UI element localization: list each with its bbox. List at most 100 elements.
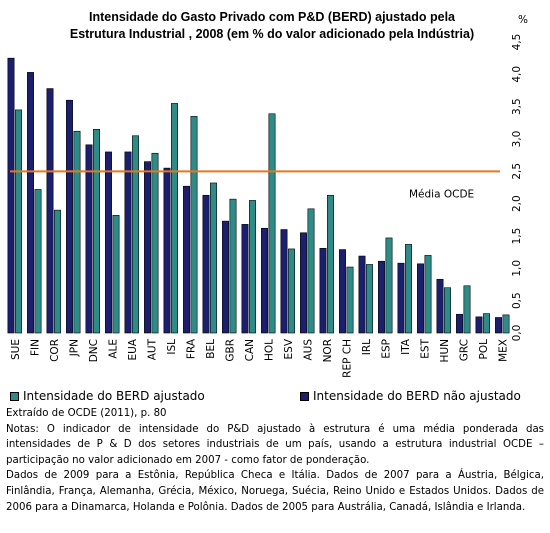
x-tick-label-hol: HOL (263, 339, 275, 361)
x-tick-label-esv: ESV (283, 338, 295, 359)
legend-label-adjusted: Intensidade do BERD ajustado (23, 389, 205, 403)
bar-unadjusted-fra (183, 185, 190, 334)
reference-line-group: Média OCDE (10, 170, 500, 200)
bar-unadjusted-hun (436, 279, 444, 334)
bar-adjusted-irl (366, 264, 373, 334)
bar-adjusted-esp (385, 237, 393, 334)
bar-unadjusted-irl (358, 255, 366, 334)
legend-item-adjusted: Intensidade do BERD ajustado (10, 389, 205, 403)
x-tick-label-sue: SUE (10, 339, 22, 360)
bar-adjusted-aus (307, 208, 315, 334)
bar-unadjusted-bel (202, 194, 210, 334)
x-tick-label-esp: ESP (380, 339, 392, 359)
bar-unadjusted-dnc (85, 144, 93, 334)
bar-unadjusted-jpn (66, 99, 73, 334)
bar-unadjusted-pol (475, 316, 483, 334)
bar-adjusted-can (249, 200, 256, 334)
source-note: Extraído de OCDE (2011), p. 80 (6, 408, 167, 419)
bar-adjusted-pol (483, 313, 490, 334)
bars-group (7, 57, 510, 334)
bar-adjusted-rep-ch (346, 266, 354, 334)
x-tick-label-irl: IRL (361, 339, 373, 355)
y-tick-label: 0,0 (511, 325, 523, 342)
x-tick-label-can: CAN (244, 339, 256, 361)
legend-label-unadjusted: Intensidade do BERD não ajustado (313, 389, 521, 403)
x-tick-label-aut: AUT (146, 338, 158, 360)
bar-adjusted-fin (34, 189, 42, 334)
bar-adjusted-mex (502, 314, 510, 334)
x-tick-label-grc: GRC (458, 339, 470, 361)
bar-unadjusted-gbr (222, 220, 229, 334)
x-tick-label-bel: BEL (205, 339, 217, 359)
bar-unadjusted-fin (27, 72, 34, 334)
y-tick-label: 1,0 (511, 260, 523, 277)
bar-unadjusted-aus (300, 232, 307, 334)
bar-unadjusted-cor (46, 88, 54, 334)
x-tick-label-aus: AUS (302, 339, 314, 361)
x-tick-label-jpn: JPN (68, 339, 80, 357)
note-paragraph-2: Dados de 2009 para a Estônia, República … (6, 470, 544, 513)
chart-title-line-2: Estrutura Industrial , 2008 (em % do val… (70, 27, 474, 41)
bar-adjusted-aut (151, 152, 159, 334)
y-tick-label: 1,5 (511, 228, 523, 245)
note-paragraph-1: Notas: O indicador de intensidade do P&D… (6, 423, 544, 466)
bar-adjusted-ita (405, 244, 412, 334)
y-tick-label: 3,5 (511, 98, 523, 115)
bar-unadjusted-isl (163, 167, 171, 334)
bar-adjusted-nor (327, 194, 334, 334)
bar-adjusted-fra (190, 116, 198, 334)
bar-adjusted-dnc (93, 129, 100, 334)
x-tick-label-pol: POL (478, 339, 490, 360)
bar-unadjusted-mex (495, 317, 502, 334)
x-tick-label-isl: ISL (166, 339, 178, 355)
bar-unadjusted-ale (105, 151, 112, 334)
x-tick-label-eua: EUA (127, 338, 139, 360)
legend-item-unadjusted: Intensidade do BERD não ajustado (300, 389, 521, 403)
chart-title-line-1: Intensidade do Gasto Privado com P&D (BE… (89, 10, 456, 24)
y-tick-label: 2,5 (511, 163, 523, 180)
x-tick-labels: SUE FIN COR JPN DNC ALE EUA AUT ISL FRA BEL GBR CAN H… (10, 338, 510, 378)
y-tick-label: 4,0 (511, 66, 523, 83)
bar-unadjusted-est (417, 263, 424, 334)
x-tick-label-est: EST (419, 338, 431, 358)
x-tick-label-fin: FIN (29, 339, 41, 356)
bar-adjusted-cor (54, 209, 61, 334)
bar-adjusted-esv (288, 248, 295, 334)
bar-adjusted-hol (268, 113, 276, 334)
y-tick-label: 4,5 (511, 34, 523, 51)
y-tick-label: 3,0 (511, 131, 523, 148)
y-tick-label: 0,5 (511, 292, 523, 309)
bar-unadjusted-nor (319, 247, 327, 334)
x-tick-label-ita: ITA (400, 338, 412, 355)
x-tick-label-mex: MEX (497, 339, 509, 362)
bar-adjusted-bel (210, 182, 217, 334)
x-tick-label-gbr: GBR (224, 339, 236, 362)
x-tick-label-dnc: DNC (88, 339, 100, 362)
bar-adjusted-ale (112, 215, 120, 334)
legend-swatch-unadjusted (300, 391, 309, 401)
x-tick-label-fra: FRA (185, 338, 197, 359)
bar-unadjusted-aut (144, 161, 151, 334)
notes-block: Extraído de OCDE (2011), p. 80 Notas: O … (6, 406, 544, 515)
bar-unadjusted-sue (7, 57, 15, 334)
bar-adjusted-sue (15, 109, 22, 334)
bar-unadjusted-hol (261, 227, 268, 334)
y-axis: 0,0 0,5 1,0 1,5 2,0 2,5 3,0 3,5 4,0 4,5 (511, 34, 523, 342)
bar-adjusted-hun (444, 287, 451, 334)
bar-adjusted-jpn (73, 130, 81, 334)
x-tick-label-rep-ch: REP CH (341, 339, 353, 378)
y-axis-unit: % (518, 14, 528, 26)
x-tick-label-nor: NOR (322, 339, 334, 362)
bar-unadjusted-rep-ch (339, 249, 346, 334)
bar-adjusted-isl (171, 103, 178, 334)
bar-unadjusted-esv (280, 229, 288, 334)
bar-unadjusted-eua (124, 151, 132, 334)
x-tick-label-cor: COR (49, 339, 61, 362)
x-tick-label-ale: ALE (107, 339, 119, 359)
legend-swatch-adjusted (10, 391, 19, 401)
bar-adjusted-gbr (229, 198, 237, 334)
bar-unadjusted-esp (378, 260, 385, 334)
bar-unadjusted-ita (397, 262, 405, 334)
bar-adjusted-eua (132, 135, 139, 334)
bar-adjusted-est (424, 255, 432, 334)
